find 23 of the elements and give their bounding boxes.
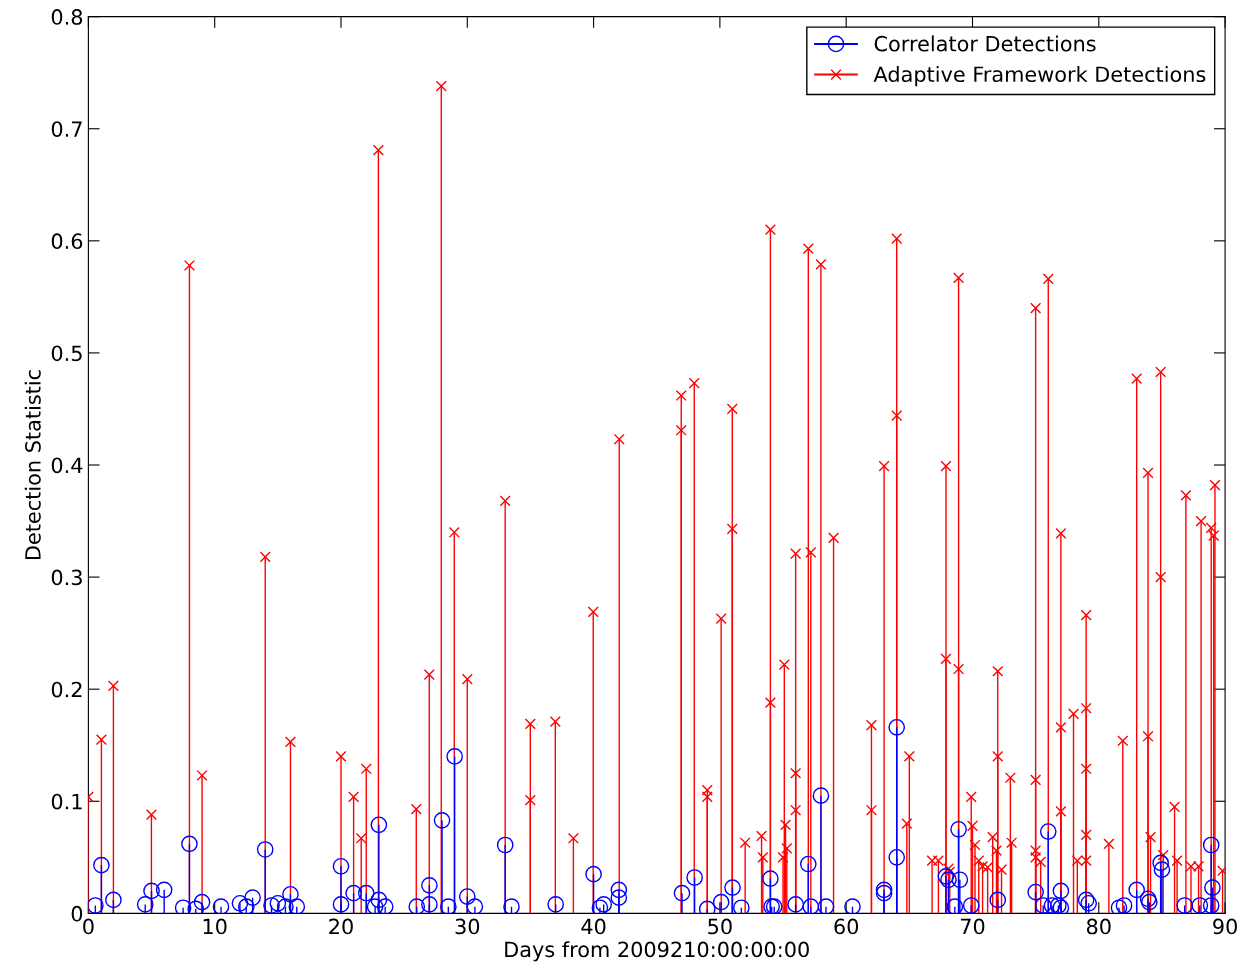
y-tick-label: 0.2 bbox=[51, 681, 82, 698]
x-tick-label: 0 bbox=[83, 918, 94, 935]
y-tick-label: 0.8 bbox=[51, 9, 83, 25]
y-tick-label: 0.3 bbox=[51, 569, 82, 586]
x-tick-label: 30 bbox=[455, 918, 480, 935]
y-tick-label: 0.1 bbox=[51, 793, 82, 810]
x-tick-label: 40 bbox=[581, 918, 606, 935]
legend-label: Correlator Detections bbox=[874, 35, 1096, 52]
x-tick-label: 90 bbox=[1213, 918, 1237, 935]
y-axis-title: Detection Statistic bbox=[24, 370, 41, 560]
x-tick-label: 70 bbox=[960, 918, 985, 935]
y-tick-label: 0.7 bbox=[51, 121, 82, 137]
x-axis-title: Days from 2009210:00:00:00 bbox=[505, 941, 809, 962]
y-tick-label: 0.5 bbox=[51, 345, 82, 362]
x-tick-label: 60 bbox=[834, 918, 859, 935]
x-tick-label: 80 bbox=[1086, 918, 1111, 935]
x-tick-label: 20 bbox=[329, 918, 353, 935]
legend-label: Adaptive Framework Detections bbox=[873, 65, 1206, 87]
y-tick-label: 0.4 bbox=[51, 457, 83, 474]
x-tick-label: 50 bbox=[708, 918, 732, 935]
y-tick-label: 0.6 bbox=[51, 233, 83, 250]
y-tick-label: 0 bbox=[71, 905, 83, 922]
x-tick-label: 10 bbox=[203, 918, 227, 935]
